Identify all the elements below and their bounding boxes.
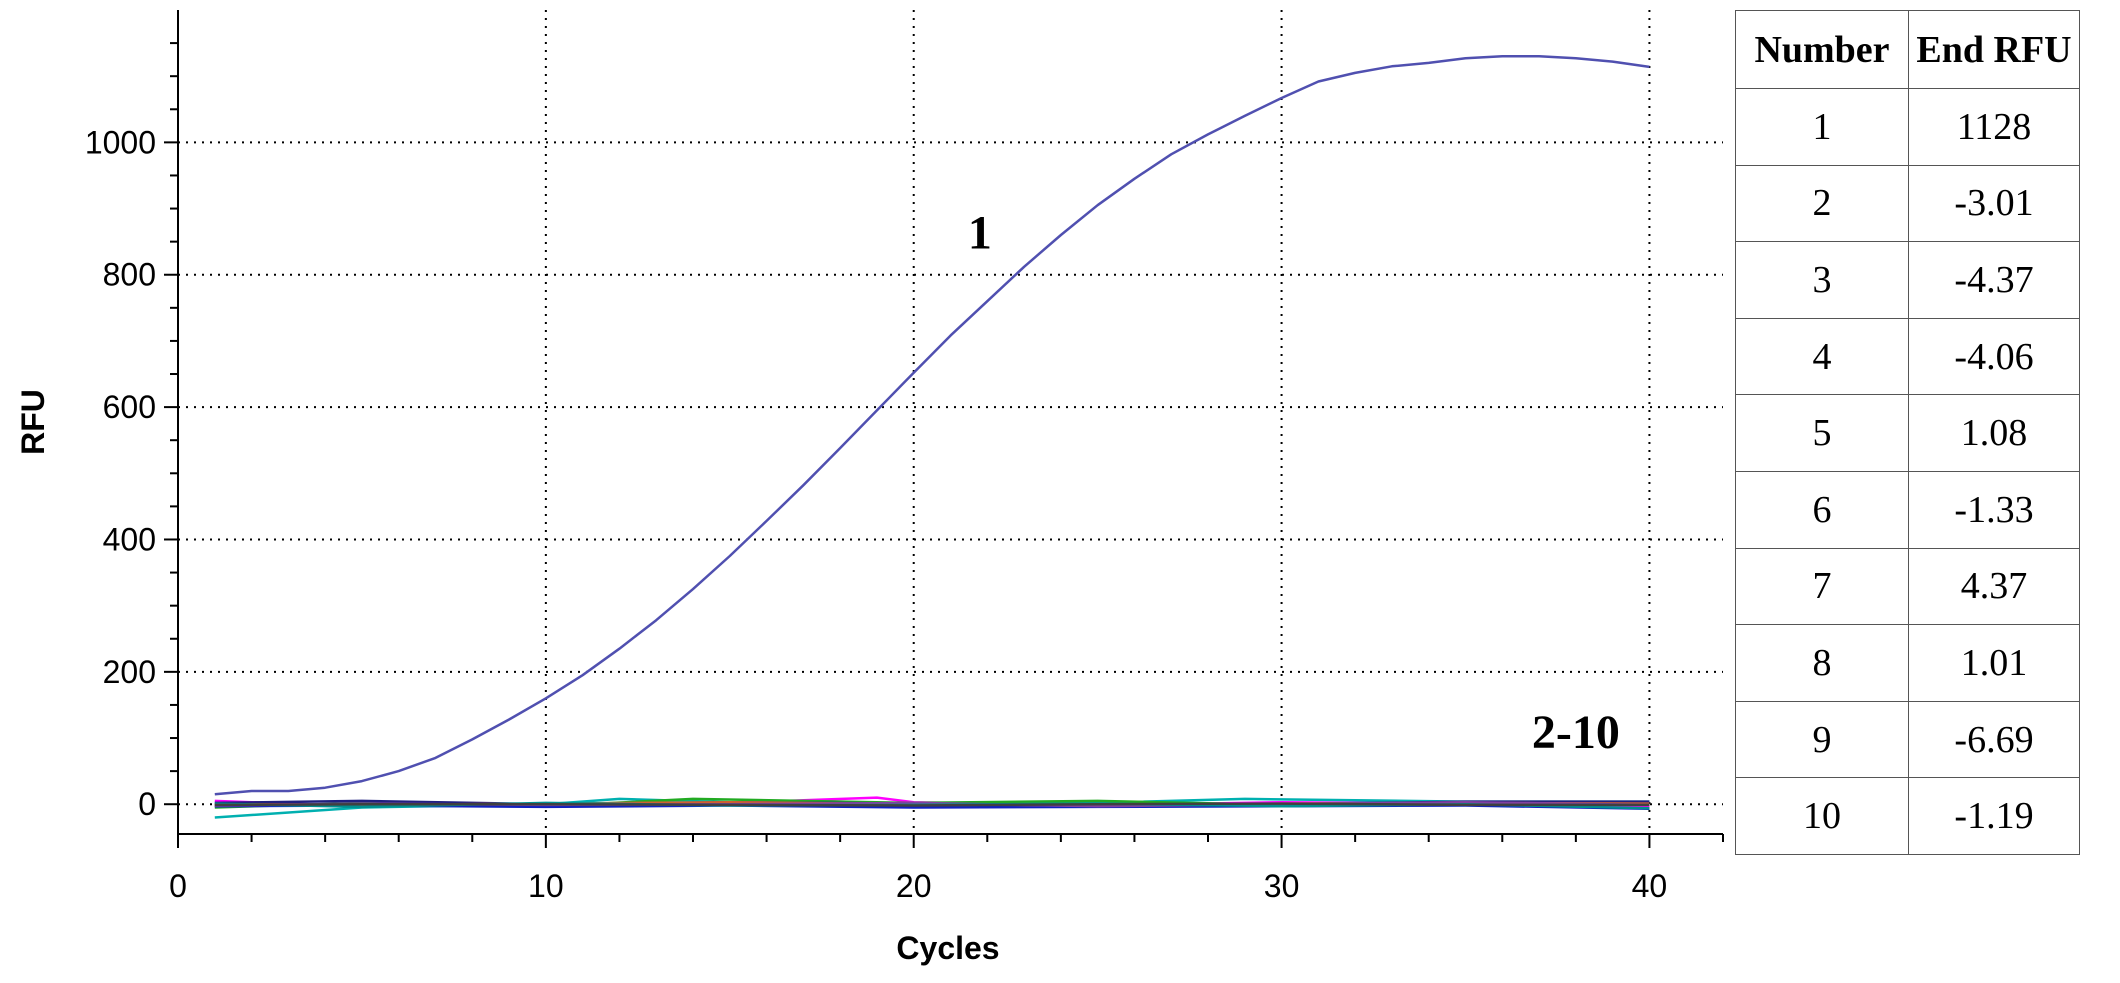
table-row: 8 1.01 — [1735, 624, 2080, 702]
column-header-number: Number — [1735, 10, 1909, 89]
series-line-10 — [214, 802, 1650, 807]
cell-end-rfu: -4.06 — [1908, 317, 2080, 396]
cell-number: 4 — [1735, 317, 1909, 396]
y-tick-label: 800 — [103, 257, 156, 293]
cell-end-rfu: 1.08 — [1908, 394, 2080, 472]
x-tick-label: 30 — [1264, 868, 1300, 904]
axis-labels: 0 200 400 600 800 1000 0 10 20 30 40 1 2-10 — [85, 124, 1667, 904]
cell-number: 9 — [1735, 700, 1909, 779]
column-header-end-rfu: End RFU — [1908, 10, 2080, 89]
x-axis-title: Cycles — [896, 930, 999, 966]
annotation-label: 2-10 — [1532, 706, 1620, 759]
y-tick-label: 400 — [103, 521, 156, 557]
cell-end-rfu: 1.01 — [1908, 624, 2080, 702]
table-row: 3 -4.37 — [1735, 241, 2080, 319]
cell-number: 1 — [1735, 88, 1909, 166]
y-axis-title: RFU — [15, 389, 51, 455]
cell-end-rfu: -3.01 — [1908, 164, 2080, 243]
y-tick-label: 200 — [103, 654, 156, 690]
cell-number: 7 — [1735, 547, 1909, 626]
cell-end-rfu: -1.33 — [1908, 470, 2080, 549]
table-row: 4 -4.06 — [1735, 317, 2080, 396]
x-tick-label: 10 — [528, 868, 564, 904]
series-lines — [214, 55, 1650, 819]
series-line-1 — [214, 55, 1650, 796]
table-header-row: Number End RFU — [1735, 10, 2080, 89]
axes — [164, 10, 1724, 848]
table-row: 5 1.08 — [1735, 394, 2080, 472]
table-row: 6 -1.33 — [1735, 470, 2080, 549]
cell-end-rfu: -6.69 — [1908, 700, 2080, 779]
x-tick-label: 20 — [896, 868, 932, 904]
y-tick-label: 1000 — [85, 124, 156, 160]
cell-end-rfu: 4.37 — [1908, 547, 2080, 626]
y-tick-label: 0 — [138, 786, 156, 822]
end-rfu-table: Number End RFU 1 1128 2 -3.01 3 -4.37 4 -4.06 5 1… — [1735, 10, 2080, 855]
x-tick-label: 0 — [169, 868, 187, 904]
table-row: 10 -1.19 — [1735, 777, 2080, 855]
table-row: 9 -6.69 — [1735, 700, 2080, 779]
grid — [178, 10, 1723, 834]
cell-end-rfu: -4.37 — [1908, 241, 2080, 319]
cell-end-rfu: -1.19 — [1908, 777, 2080, 855]
cell-number: 3 — [1735, 241, 1909, 319]
y-tick-label: 600 — [103, 389, 156, 425]
cell-number: 5 — [1735, 394, 1909, 472]
table-row: 1 1128 — [1735, 88, 2080, 166]
x-tick-label: 40 — [1632, 868, 1668, 904]
cell-number: 8 — [1735, 624, 1909, 702]
cell-number: 6 — [1735, 470, 1909, 549]
annotation-label: 1 — [968, 206, 992, 259]
cell-number: 2 — [1735, 164, 1909, 243]
cell-number: 10 — [1735, 777, 1909, 855]
cell-end-rfu: 1128 — [1908, 88, 2080, 166]
table-row: 7 4.37 — [1735, 547, 2080, 626]
table-row: 2 -3.01 — [1735, 164, 2080, 243]
